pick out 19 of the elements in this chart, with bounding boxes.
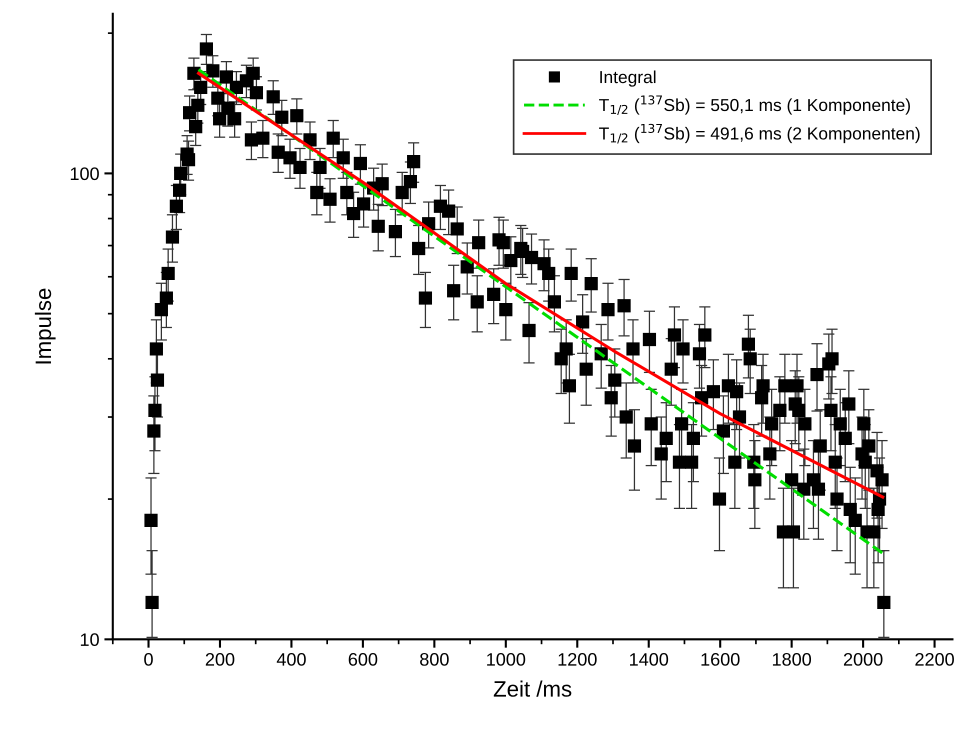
x-tick-label: 1800 xyxy=(772,653,812,666)
y-axis-title: Impulse xyxy=(34,288,56,364)
y-tick-label: 100 xyxy=(70,167,99,180)
x-tick-label: 1600 xyxy=(701,653,740,666)
legend-label: T$_{1/2}$ ($^{137}$Sb) = 491,6 ms (2 Komponenten) xyxy=(599,124,920,144)
x-tick-label: 1400 xyxy=(630,653,668,666)
y-tick-label: 10 xyxy=(80,633,99,646)
x-tick-label: 600 xyxy=(348,653,378,666)
legend-label: Integral xyxy=(600,70,656,87)
x-tick-label: 800 xyxy=(420,653,449,666)
x-tick-label: 400 xyxy=(276,653,306,666)
x-tick-label: 1000 xyxy=(487,653,526,666)
x-tick-label: 2200 xyxy=(915,653,954,666)
legend-label: T$_{1/2}$ ($^{137}$Sb) = 550,1 ms (1 Komponente) xyxy=(599,95,910,115)
x-tick-label: 0 xyxy=(144,653,153,666)
x-tick-label: 2000 xyxy=(844,653,882,666)
x-tick-label: 200 xyxy=(206,653,234,666)
x-tick-label: 1200 xyxy=(558,653,597,666)
x-axis-title: Zeit /ms xyxy=(494,680,572,697)
